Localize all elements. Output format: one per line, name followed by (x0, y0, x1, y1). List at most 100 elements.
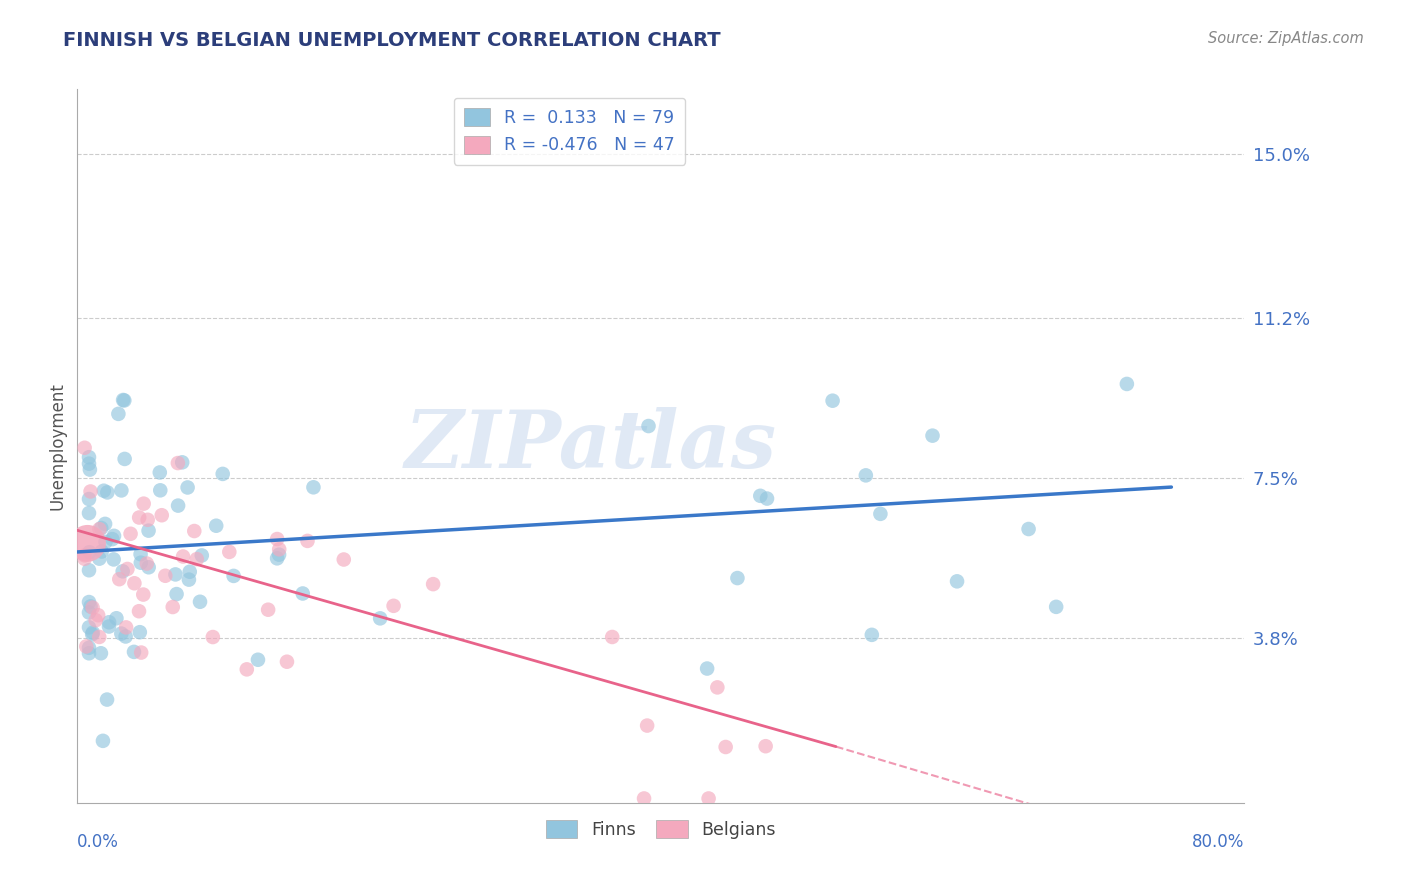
Point (103, 552, 125, 566)
Point (96, 485, 118, 500)
Point (128, 625, 150, 640)
Text: FINNISH VS BELGIAN UNEMPLOYMENT CORRELATION CHART: FINNISH VS BELGIAN UNEMPLOYMENT CORRELAT… (63, 31, 721, 50)
Point (76, 536, 98, 550)
Text: 0.0%: 0.0% (77, 833, 120, 851)
Point (201, 630, 224, 644)
Point (77, 491, 100, 506)
Point (149, 466, 172, 480)
Point (90, 521, 112, 535)
Point (90, 544, 112, 558)
Text: ZIPatlas: ZIPatlas (405, 408, 778, 484)
Point (77, 457, 100, 471)
Point (112, 393, 135, 408)
Point (79, 484, 101, 499)
Point (149, 483, 172, 498)
Point (269, 542, 291, 557)
Point (183, 524, 205, 538)
Point (82, 627, 104, 641)
Point (333, 552, 356, 566)
Point (302, 480, 325, 494)
Point (246, 653, 269, 667)
Point (697, 791, 720, 805)
Point (114, 630, 136, 644)
Point (165, 567, 187, 582)
Point (107, 407, 129, 421)
Point (73, 551, 96, 566)
Point (188, 595, 211, 609)
Point (276, 655, 298, 669)
Point (98, 619, 121, 633)
Point (172, 455, 194, 469)
Point (162, 600, 184, 615)
Point (267, 548, 290, 562)
Point (75, 640, 97, 654)
Point (77, 450, 100, 465)
Point (117, 562, 139, 576)
Point (77, 606, 100, 620)
Point (1115, 376, 1137, 391)
Point (77, 646, 100, 660)
Point (77, 506, 100, 520)
Point (89, 522, 111, 536)
Point (120, 526, 142, 541)
Point (1045, 599, 1067, 614)
Point (155, 568, 177, 582)
Point (77, 595, 100, 609)
Point (114, 452, 136, 467)
Point (166, 587, 188, 601)
Point (749, 489, 772, 503)
Point (368, 611, 391, 625)
Point (633, 791, 655, 805)
Point (869, 507, 891, 521)
Point (79, 462, 101, 476)
Point (382, 599, 405, 613)
Point (297, 533, 319, 548)
Point (266, 551, 288, 566)
Point (73, 549, 96, 563)
Point (135, 557, 157, 571)
Point (94, 516, 117, 531)
Point (150, 508, 173, 523)
Point (82, 600, 104, 615)
Point (79, 545, 101, 559)
Point (291, 586, 314, 600)
Point (105, 611, 128, 625)
Point (132, 497, 155, 511)
Point (87, 608, 110, 623)
Point (860, 628, 883, 642)
Point (93, 483, 115, 498)
Point (82, 625, 104, 640)
Y-axis label: Unemployment: Unemployment (48, 382, 66, 510)
Point (84, 613, 107, 627)
Point (755, 739, 778, 754)
Point (115, 620, 138, 634)
Point (205, 518, 228, 533)
Point (179, 565, 201, 579)
Point (101, 532, 124, 546)
Text: 80.0%: 80.0% (1192, 833, 1244, 851)
Point (96, 692, 118, 706)
Point (222, 569, 245, 583)
Point (422, 577, 444, 591)
Point (90, 646, 112, 660)
Point (186, 552, 208, 566)
Point (103, 529, 125, 543)
Point (637, 419, 659, 434)
Point (110, 626, 132, 640)
Point (122, 645, 145, 659)
Point (706, 681, 728, 695)
Point (946, 574, 969, 589)
Point (108, 572, 131, 586)
Point (172, 549, 194, 564)
Point (73, 441, 96, 455)
Point (112, 392, 135, 407)
Point (756, 491, 779, 506)
Point (696, 661, 718, 675)
Point (129, 547, 152, 561)
Point (98, 615, 121, 630)
Point (1018, 522, 1040, 536)
Point (167, 499, 190, 513)
Point (600, 630, 623, 644)
Point (77, 620, 100, 634)
Point (236, 662, 259, 676)
